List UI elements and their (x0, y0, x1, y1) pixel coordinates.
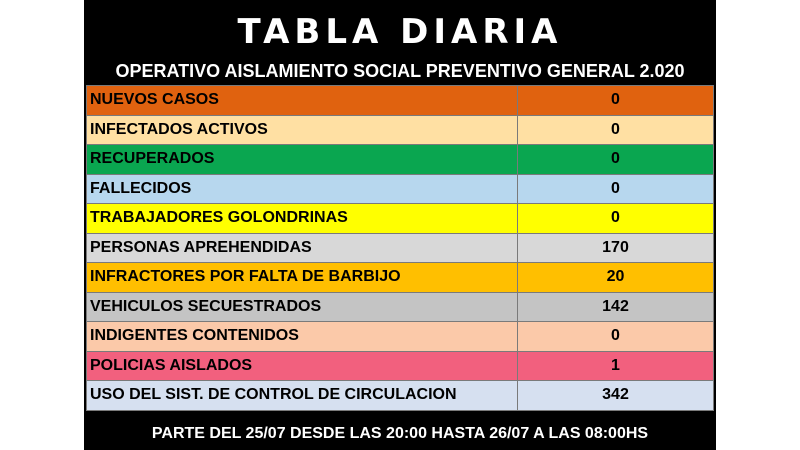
row-value: 0 (517, 203, 714, 234)
row-label: POLICIAS AISLADOS (86, 350, 518, 381)
daily-report-board: TABLA DIARIA OPERATIVO AISLAMIENTO SOCIA… (84, 0, 716, 450)
row-label: FALLECIDOS (86, 173, 518, 204)
table-row: POLICIAS AISLADOS 1 (86, 350, 714, 381)
row-label: NUEVOS CASOS (86, 85, 518, 116)
row-value: 0 (517, 144, 714, 175)
table-row: TRABAJADORES GOLONDRINAS 0 (86, 203, 714, 234)
row-value: 0 (517, 85, 714, 116)
page-title: TABLA DIARIA (237, 12, 563, 52)
row-label: PERSONAS APREHENDIDAS (86, 232, 518, 263)
row-value: 142 (517, 291, 714, 322)
row-value: 1 (517, 350, 714, 381)
row-value: 0 (517, 321, 714, 352)
row-label: TRABAJADORES GOLONDRINAS (86, 203, 518, 234)
row-label: RECUPERADOS (86, 144, 518, 175)
row-value: 170 (517, 232, 714, 263)
stats-table: NUEVOS CASOS 0 INFECTADOS ACTIVOS 0 RECU… (86, 85, 714, 411)
table-row: PERSONAS APREHENDIDAS 170 (86, 232, 714, 263)
row-value: 342 (517, 380, 714, 411)
row-value: 0 (517, 114, 714, 145)
row-value: 0 (517, 173, 714, 204)
table-row: USO DEL SIST. DE CONTROL DE CIRCULACION … (86, 380, 714, 411)
table-row: FALLECIDOS 0 (86, 173, 714, 204)
table-row: INFRACTORES POR FALTA DE BARBIJO 20 (86, 262, 714, 293)
row-label: INFRACTORES POR FALTA DE BARBIJO (86, 262, 518, 293)
row-label: INDIGENTES CONTENIDOS (86, 321, 518, 352)
page-subtitle: OPERATIVO AISLAMIENTO SOCIAL PREVENTIVO … (115, 61, 685, 81)
table-row: RECUPERADOS 0 (86, 144, 714, 175)
table-row: NUEVOS CASOS 0 (86, 85, 714, 116)
row-value: 20 (517, 262, 714, 293)
report-period-footer: PARTE DEL 25/07 DESDE LAS 20:00 HASTA 26… (151, 425, 649, 442)
table-row: INFECTADOS ACTIVOS 0 (86, 114, 714, 145)
table-row: INDIGENTES CONTENIDOS 0 (86, 321, 714, 352)
row-label: USO DEL SIST. DE CONTROL DE CIRCULACION (86, 380, 518, 411)
row-label: VEHICULOS SECUESTRADOS (86, 291, 518, 322)
row-label: INFECTADOS ACTIVOS (86, 114, 518, 145)
table-row: VEHICULOS SECUESTRADOS 142 (86, 291, 714, 322)
